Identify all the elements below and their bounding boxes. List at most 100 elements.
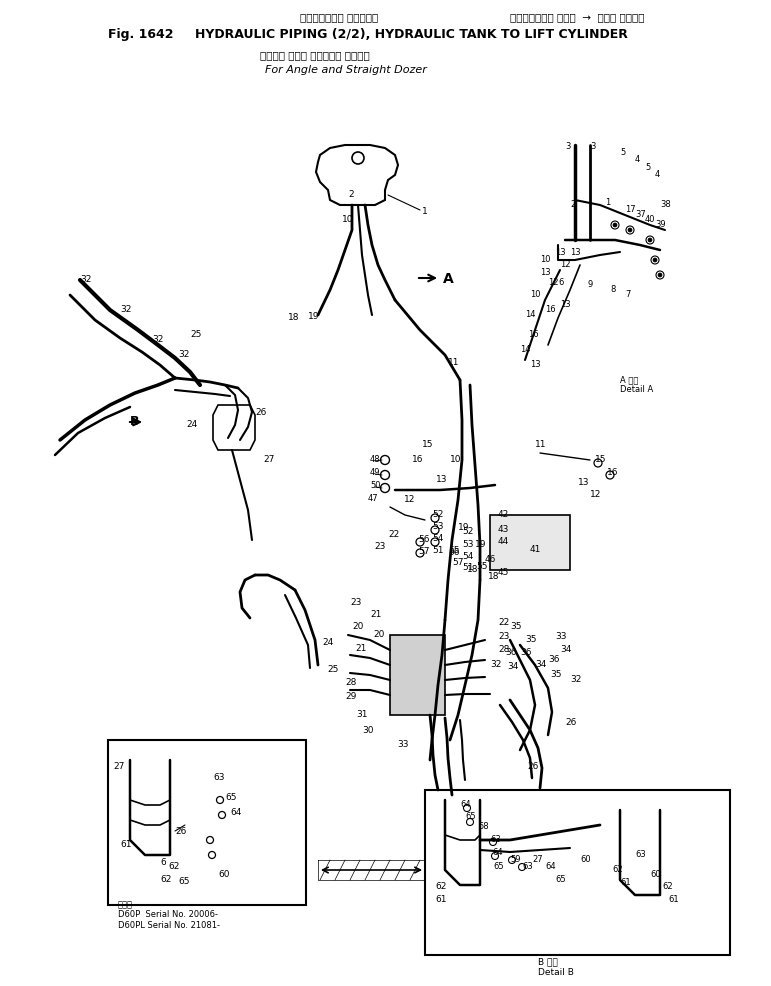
Text: 64: 64 bbox=[460, 800, 470, 809]
Text: 32: 32 bbox=[120, 305, 131, 314]
Text: 12: 12 bbox=[548, 278, 558, 287]
Text: 47: 47 bbox=[368, 494, 379, 503]
Text: Fig. 1642: Fig. 1642 bbox=[108, 28, 173, 41]
Text: 24: 24 bbox=[322, 638, 333, 647]
Text: 45: 45 bbox=[498, 568, 510, 577]
Text: 17: 17 bbox=[625, 205, 635, 214]
Text: 33: 33 bbox=[555, 632, 567, 641]
Text: 57: 57 bbox=[452, 558, 463, 567]
Text: B: B bbox=[130, 415, 140, 428]
Bar bbox=[390, 635, 445, 715]
Text: 42: 42 bbox=[498, 510, 510, 519]
Text: 41: 41 bbox=[530, 545, 541, 554]
Text: 58: 58 bbox=[478, 822, 489, 831]
Text: 36: 36 bbox=[520, 648, 531, 657]
Text: 64: 64 bbox=[492, 848, 503, 857]
Text: 65: 65 bbox=[493, 862, 503, 871]
Text: 26: 26 bbox=[255, 408, 266, 417]
Text: 13: 13 bbox=[540, 268, 550, 277]
Text: 10: 10 bbox=[450, 455, 462, 464]
Text: 14: 14 bbox=[525, 310, 536, 319]
Text: 60: 60 bbox=[650, 870, 661, 879]
Text: 57: 57 bbox=[418, 547, 429, 556]
Text: 10: 10 bbox=[540, 255, 550, 264]
Text: 54: 54 bbox=[432, 534, 443, 543]
Text: 23: 23 bbox=[350, 598, 362, 607]
Text: 59: 59 bbox=[510, 855, 520, 864]
Text: 63: 63 bbox=[635, 850, 646, 859]
Text: 54: 54 bbox=[462, 552, 473, 561]
Text: 18: 18 bbox=[467, 565, 479, 574]
Text: 51: 51 bbox=[432, 546, 443, 555]
Text: For Angle and Straight Dozer: For Angle and Straight Dozer bbox=[265, 65, 427, 75]
Circle shape bbox=[613, 223, 617, 227]
Text: 16: 16 bbox=[528, 330, 539, 339]
Text: 63: 63 bbox=[490, 835, 500, 844]
Text: 13: 13 bbox=[436, 475, 447, 484]
Text: 10: 10 bbox=[342, 215, 353, 224]
Text: 65: 65 bbox=[225, 793, 237, 802]
Text: 56: 56 bbox=[418, 535, 429, 544]
Text: 61: 61 bbox=[435, 895, 446, 904]
Text: 19: 19 bbox=[475, 540, 487, 549]
Text: 5: 5 bbox=[645, 163, 650, 172]
Text: 15: 15 bbox=[595, 455, 607, 464]
Text: 63: 63 bbox=[522, 862, 533, 871]
Text: 3: 3 bbox=[565, 142, 571, 151]
Bar bbox=[490, 515, 570, 570]
Text: B 詳細: B 詳細 bbox=[538, 957, 557, 966]
Text: ハイドロリック パイピング: ハイドロリック パイピング bbox=[300, 12, 379, 22]
Text: 55: 55 bbox=[476, 562, 487, 571]
Text: 61: 61 bbox=[120, 840, 132, 849]
Text: 65: 65 bbox=[178, 877, 190, 886]
Text: 53: 53 bbox=[432, 522, 443, 531]
Text: A 詳細: A 詳細 bbox=[620, 375, 638, 384]
Text: 62: 62 bbox=[168, 862, 180, 871]
Text: 12: 12 bbox=[560, 260, 571, 269]
Text: 50: 50 bbox=[370, 481, 381, 490]
Text: 32: 32 bbox=[570, 675, 581, 684]
Text: 31: 31 bbox=[356, 710, 368, 719]
Text: 35: 35 bbox=[525, 635, 537, 644]
Bar bbox=[108, 740, 306, 905]
Text: 16: 16 bbox=[412, 455, 423, 464]
Text: 10: 10 bbox=[530, 290, 540, 299]
Text: 25: 25 bbox=[327, 665, 338, 674]
Text: 20: 20 bbox=[373, 630, 385, 639]
Text: 56: 56 bbox=[448, 548, 460, 557]
Text: 25: 25 bbox=[190, 330, 201, 339]
Text: 21: 21 bbox=[355, 644, 366, 653]
Text: 32: 32 bbox=[152, 335, 163, 344]
Text: 35: 35 bbox=[550, 670, 561, 679]
Text: 19: 19 bbox=[308, 312, 319, 321]
Text: 18: 18 bbox=[288, 313, 299, 322]
Text: 62: 62 bbox=[160, 875, 171, 884]
Text: 11: 11 bbox=[535, 440, 547, 449]
Text: 28: 28 bbox=[345, 678, 356, 687]
Circle shape bbox=[653, 258, 657, 262]
Text: 13: 13 bbox=[570, 248, 581, 257]
Text: 26: 26 bbox=[527, 762, 538, 771]
Text: 1: 1 bbox=[422, 207, 428, 216]
Text: 36: 36 bbox=[548, 655, 560, 664]
Text: 61: 61 bbox=[668, 895, 678, 904]
Text: 16: 16 bbox=[545, 305, 556, 314]
Text: 1: 1 bbox=[605, 198, 611, 207]
Text: 5: 5 bbox=[620, 148, 625, 157]
Text: 27: 27 bbox=[532, 855, 543, 864]
Text: 60: 60 bbox=[218, 870, 230, 879]
Text: 49: 49 bbox=[370, 468, 381, 477]
Text: 6: 6 bbox=[160, 858, 166, 867]
Text: 64: 64 bbox=[230, 808, 241, 817]
Text: D60PL Serial No. 21081-: D60PL Serial No. 21081- bbox=[118, 921, 220, 930]
Text: 11: 11 bbox=[448, 358, 460, 367]
Text: 27: 27 bbox=[263, 455, 274, 464]
Text: 16: 16 bbox=[607, 468, 618, 477]
Text: 36: 36 bbox=[505, 648, 517, 657]
Text: 3: 3 bbox=[590, 142, 595, 151]
Text: 12: 12 bbox=[590, 490, 601, 499]
Text: 53: 53 bbox=[462, 540, 473, 549]
Text: 2: 2 bbox=[570, 200, 575, 209]
Text: 32: 32 bbox=[490, 660, 501, 669]
Text: 61: 61 bbox=[620, 878, 631, 887]
